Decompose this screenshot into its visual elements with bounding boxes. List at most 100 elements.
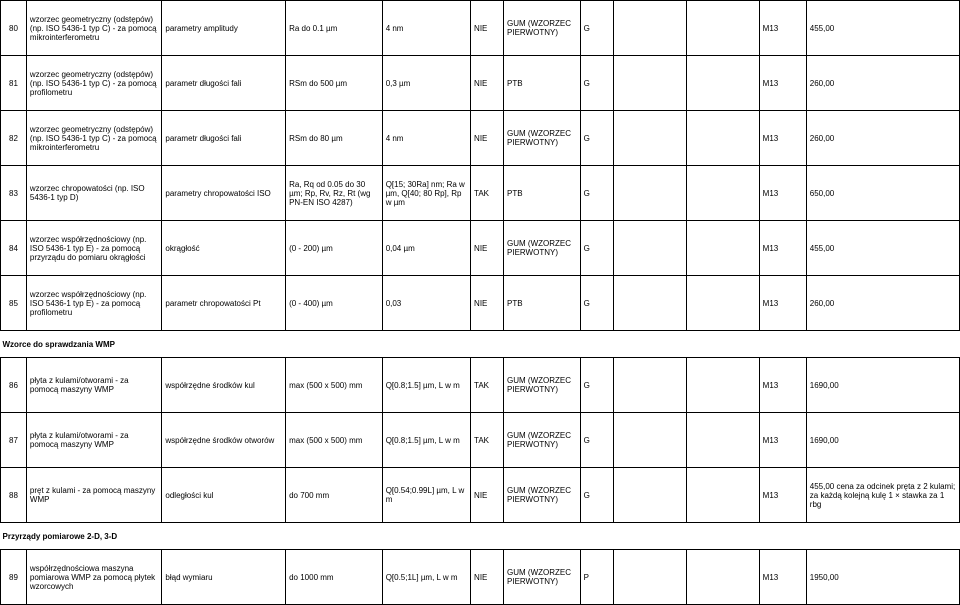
standard-name: płyta z kulami/otworami - za pomocą masz… [26,358,161,413]
calibration-table: 80wzorzec geometryczny (odstępów) (np. I… [0,0,960,605]
table-row: 88pręt z kulami - za pomocą maszyny WMPo… [1,468,960,523]
uncertainty: 0,3 µm [382,56,470,111]
parameter: odległości kul [162,468,286,523]
price: 650,00 [810,189,834,198]
sublab [686,166,759,221]
lab: M13 [759,276,806,331]
parameter: błąd wymiaru [162,550,286,605]
row-number: 84 [1,221,27,276]
price: 1950,00 [810,573,839,582]
lab: M13 [759,468,806,523]
table-row: 89współrzędnościowa maszyna pomiarowa WM… [1,550,960,605]
table-row: 81wzorzec geometryczny (odstępów) (np. I… [1,56,960,111]
traceability: PTB [504,276,581,331]
table-row: 82wzorzec geometryczny (odstępów) (np. I… [1,111,960,166]
lab: M13 [759,166,806,221]
standard-name: płyta z kulami/otworami - za pomocą masz… [26,413,161,468]
price-notes: 260,00 [806,56,959,111]
traceability: GUM (WZORZEC PIERWOTNY) [504,221,581,276]
uncertainty: Q[0.5;1L] µm, L w m [382,550,470,605]
row-number: 82 [1,111,27,166]
sublab [686,56,759,111]
price-notes: 1690,00 [806,358,959,413]
price: 260,00 [810,134,834,143]
range: Ra do 0.1 µm [286,1,383,56]
group: G [580,413,613,468]
price-notes: 455,00 [806,1,959,56]
price-notes: 260,00 [806,111,959,166]
traceability: GUM (WZORZEC PIERWOTNY) [504,1,581,56]
standard-name: wzorzec geometryczny (odstępów) (np. ISO… [26,56,161,111]
traceability: PTB [504,56,581,111]
sublab [686,1,759,56]
parameter: parametry amplitudy [162,1,286,56]
uncertainty: 0,04 µm [382,221,470,276]
standard-name: wzorzec geometryczny (odstępów) (np. ISO… [26,1,161,56]
price-notes: 260,00 [806,276,959,331]
uncertainty: Q[0.8;1.5] µm, L w m [382,413,470,468]
parameter: współrzędne środków otworów [162,413,286,468]
table-row: 84wzorzec współrzędnościowy (np. ISO 543… [1,221,960,276]
price: 455,00 [810,482,834,491]
group: G [580,56,613,111]
traceability: GUM (WZORZEC PIERWOTNY) [504,468,581,523]
group: G [580,468,613,523]
sublab [686,276,759,331]
range: RSm do 80 µm [286,111,383,166]
uncertainty: 4 nm [382,1,470,56]
section-title: Przyrządy pomiarowe 2-D, 3-D [1,523,960,550]
section-header: Przyrządy pomiarowe 2-D, 3-D [1,523,960,550]
table-row: 87płyta z kulami/otworami - za pomocą ma… [1,413,960,468]
accredited: TAK [471,413,504,468]
group: G [580,221,613,276]
sublab [686,111,759,166]
uncertainty: Q[0.54;0.99L] µm, L w m [382,468,470,523]
traceability: GUM (WZORZEC PIERWOTNY) [504,358,581,413]
sublab [686,550,759,605]
uncertainty: 4 nm [382,111,470,166]
accredited: NIE [471,56,504,111]
row-number: 89 [1,550,27,605]
range: do 1000 mm [286,550,383,605]
sublab [686,358,759,413]
section-header: Wzorce do sprawdzania WMP [1,331,960,358]
center [613,166,686,221]
range: do 700 mm [286,468,383,523]
parameter: okrągłość [162,221,286,276]
price-notes: 455,00 [806,221,959,276]
center [613,358,686,413]
table-row: 85wzorzec współrzędnościowy (np. ISO 543… [1,276,960,331]
group: G [580,111,613,166]
price-notes: 1690,00 [806,413,959,468]
price: 260,00 [810,299,834,308]
range: max (500 x 500) mm [286,413,383,468]
standard-name: wzorzec współrzędnościowy (np. ISO 5436-… [26,221,161,276]
lab: M13 [759,358,806,413]
row-number: 85 [1,276,27,331]
row-number: 81 [1,56,27,111]
accredited: NIE [471,276,504,331]
traceability: GUM (WZORZEC PIERWOTNY) [504,413,581,468]
sublab [686,221,759,276]
price-notes: 455,00 cena za odcinek pręta z 2 kulami;… [806,468,959,523]
traceability: GUM (WZORZEC PIERWOTNY) [504,550,581,605]
center [613,468,686,523]
price-notes: 650,00 [806,166,959,221]
group: G [580,166,613,221]
range: (0 - 200) µm [286,221,383,276]
group: G [580,1,613,56]
center [613,550,686,605]
center [613,221,686,276]
uncertainty: Q[15; 30Ra] nm; Ra w µm, Q[40; 80 Rp], R… [382,166,470,221]
range: (0 - 400) µm [286,276,383,331]
table-row: 80wzorzec geometryczny (odstępów) (np. I… [1,1,960,56]
uncertainty: 0,03 [382,276,470,331]
parameter: parametr długości fali [162,111,286,166]
center [613,276,686,331]
traceability: PTB [504,166,581,221]
row-number: 86 [1,358,27,413]
sublab [686,413,759,468]
row-number: 88 [1,468,27,523]
price: 1690,00 [810,436,839,445]
lab: M13 [759,413,806,468]
